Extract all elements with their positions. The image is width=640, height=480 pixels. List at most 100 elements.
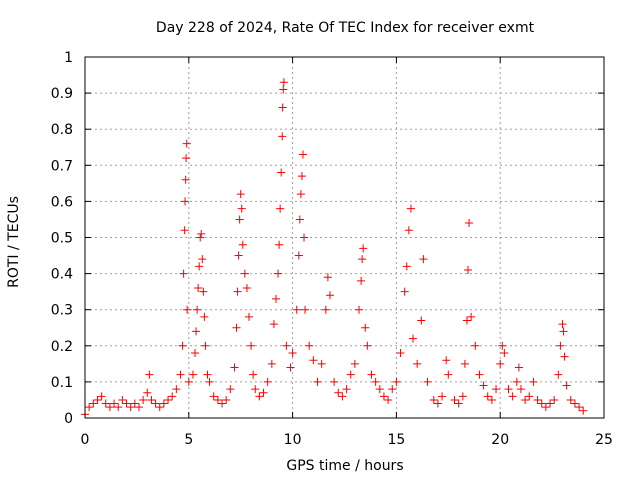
data-point (247, 341, 256, 350)
data-point (475, 370, 484, 379)
data-point (500, 349, 509, 358)
y-tick-label: 1 (64, 50, 73, 66)
data-point (537, 399, 546, 408)
data-point (134, 403, 143, 412)
data-point (298, 150, 307, 159)
data-point (233, 287, 242, 296)
x-tick-label: 10 (284, 432, 302, 448)
data-point (454, 399, 463, 408)
data-point (429, 395, 438, 404)
data-point (296, 190, 305, 199)
data-point (442, 356, 451, 365)
data-point (300, 233, 309, 242)
y-tick-label: 0.4 (51, 267, 73, 283)
data-point (232, 323, 241, 332)
data-point (242, 284, 251, 293)
data-point (295, 215, 304, 224)
data-point (240, 269, 249, 278)
data-point (404, 226, 413, 235)
data-point (279, 85, 288, 94)
data-point (279, 78, 288, 87)
data-point (278, 132, 287, 141)
data-point (402, 262, 411, 271)
data-point (375, 385, 384, 394)
data-point (379, 392, 388, 401)
data-point (361, 323, 370, 332)
data-point (188, 370, 197, 379)
data-point (570, 399, 579, 408)
data-point (521, 395, 530, 404)
data-point (122, 399, 131, 408)
data-point (467, 312, 476, 321)
y-tick-label: 0.3 (51, 303, 73, 319)
y-axis-label: ROTI / TECUs (6, 196, 22, 288)
data-point (462, 316, 471, 325)
data-point (195, 262, 204, 271)
x-tick-label: 25 (595, 432, 613, 448)
data-point (458, 392, 467, 401)
data-point (181, 197, 190, 206)
data-point (562, 381, 571, 390)
data-point (205, 377, 214, 386)
grid-lines (85, 57, 604, 418)
data-point (417, 316, 426, 325)
data-point (237, 204, 246, 213)
data-point (147, 395, 156, 404)
data-point (226, 385, 235, 394)
data-point (433, 399, 442, 408)
data-point (159, 399, 168, 408)
data-point (184, 377, 193, 386)
data-point (554, 370, 563, 379)
data-point (110, 399, 119, 408)
data-point (357, 276, 366, 285)
data-point (450, 395, 459, 404)
data-point (230, 363, 239, 372)
data-point (201, 341, 210, 350)
data-point (556, 341, 565, 350)
data-point (317, 359, 326, 368)
data-point (460, 359, 469, 368)
x-tick-label: 20 (491, 432, 509, 448)
data-point (222, 395, 231, 404)
data-point (301, 305, 310, 314)
data-point (321, 305, 330, 314)
data-point (558, 320, 567, 329)
y-tick-label: 0.6 (51, 194, 73, 210)
data-point (498, 341, 507, 350)
data-point (249, 370, 258, 379)
data-point (234, 251, 243, 260)
data-point (218, 399, 227, 408)
data-point (479, 381, 488, 390)
data-point (198, 255, 207, 264)
data-point (93, 395, 102, 404)
y-tick-label: 0.8 (51, 122, 73, 138)
data-point (97, 392, 106, 401)
y-tick-label: 0.7 (51, 158, 73, 174)
data-point (464, 265, 473, 274)
data-point (143, 388, 152, 397)
data-point (355, 305, 364, 314)
data-point (271, 294, 280, 303)
data-point (191, 349, 200, 358)
data-point (251, 385, 260, 394)
data-point (559, 327, 568, 336)
data-point (508, 392, 517, 401)
data-point (297, 172, 306, 181)
data-point (550, 395, 559, 404)
data-point (342, 385, 351, 394)
x-tick-label: 0 (81, 432, 90, 448)
data-point (192, 327, 201, 336)
data-point (145, 370, 154, 379)
data-point (367, 370, 376, 379)
data-point (101, 399, 110, 408)
data-point (236, 190, 245, 199)
data-point (196, 233, 205, 242)
data-point (525, 392, 534, 401)
data-point (309, 356, 318, 365)
data-point (305, 341, 314, 350)
data-point (269, 320, 278, 329)
data-point (155, 403, 164, 412)
data-point (180, 226, 189, 235)
data-point (235, 215, 244, 224)
x-tick-label: 5 (184, 432, 193, 448)
